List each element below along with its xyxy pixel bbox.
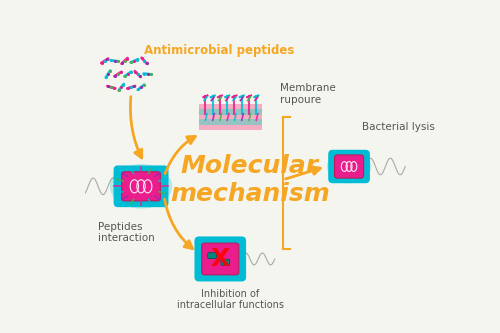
FancyBboxPatch shape (330, 151, 369, 182)
FancyBboxPatch shape (334, 155, 364, 178)
Text: Peptides
interaction: Peptides interaction (98, 222, 155, 243)
FancyBboxPatch shape (122, 172, 160, 201)
FancyBboxPatch shape (208, 253, 216, 259)
FancyBboxPatch shape (199, 109, 262, 115)
Text: Inhibition of
intracellular functions: Inhibition of intracellular functions (176, 289, 284, 310)
Text: Antimicrobial peptides: Antimicrobial peptides (144, 44, 294, 57)
FancyBboxPatch shape (202, 243, 239, 275)
FancyBboxPatch shape (221, 259, 230, 265)
Text: Membrane
rupoure: Membrane rupoure (280, 83, 336, 105)
Text: Bacterial lysis: Bacterial lysis (362, 122, 435, 132)
Text: Molecular
mechanism: Molecular mechanism (170, 154, 330, 205)
FancyBboxPatch shape (114, 166, 168, 206)
FancyBboxPatch shape (199, 105, 262, 130)
Ellipse shape (110, 164, 172, 208)
Text: X: X (210, 247, 230, 271)
Ellipse shape (327, 150, 372, 183)
FancyBboxPatch shape (196, 237, 245, 280)
FancyBboxPatch shape (199, 119, 262, 125)
Ellipse shape (197, 239, 244, 279)
